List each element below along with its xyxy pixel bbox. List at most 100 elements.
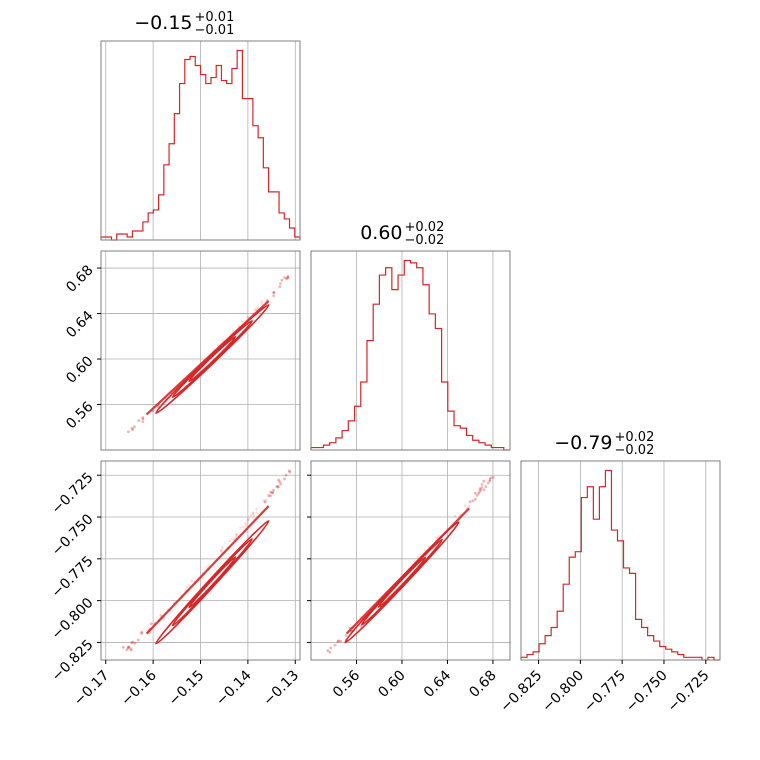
y-tick-label: −0.750 <box>49 511 97 559</box>
grid-2-1 <box>311 461 510 660</box>
sample-point <box>284 473 288 477</box>
sample-point <box>280 278 284 282</box>
sample-point <box>247 517 250 521</box>
sample-point <box>251 512 255 516</box>
grid-2-2 <box>538 461 707 660</box>
sample-point <box>276 485 280 489</box>
sample-point <box>272 294 276 298</box>
sample-point <box>270 491 274 495</box>
sample-point <box>242 525 245 529</box>
hist-bin-1-25 <box>466 435 472 450</box>
hist-bin-1-28 <box>485 445 491 450</box>
sample-point <box>287 469 291 473</box>
hist-bin-0-17 <box>190 56 195 240</box>
histogram-step-0 <box>100 49 301 241</box>
sample-point <box>255 507 258 511</box>
hist-bin-0-27 <box>242 99 247 240</box>
title-minus-1: −0.02 <box>405 233 445 248</box>
correlation-panel-2-0 <box>121 469 292 652</box>
contour-1 <box>171 538 253 627</box>
histogram-2 <box>520 469 720 661</box>
sample-point <box>277 478 280 482</box>
x-tick-label: −0.17 <box>71 668 113 710</box>
sample-point <box>338 639 342 643</box>
histogram-step-1 <box>310 259 510 451</box>
x-axis-2: −0.825−0.800−0.775−0.750−0.725 <box>497 660 713 716</box>
x-tick-label: 0.60 <box>375 668 408 701</box>
x-tick-label: −0.800 <box>539 668 587 716</box>
sample-point <box>416 555 420 559</box>
hist-bin-0-23 <box>221 81 226 240</box>
sample-point <box>278 480 282 484</box>
hist-bin-0-20 <box>206 84 211 240</box>
hist-bin-1-27 <box>479 443 485 450</box>
sample-point <box>221 545 224 549</box>
hist-bin-1-10 <box>373 304 379 450</box>
hist-bin-2-14 <box>605 470 611 660</box>
hist-bin-2-26 <box>678 655 684 660</box>
y-tick-label: 0.56 <box>63 399 96 432</box>
sample-point <box>272 488 275 492</box>
sample-point <box>482 488 486 492</box>
hist-bin-2-20 <box>642 628 648 660</box>
sample-point <box>272 291 276 294</box>
x-tick-label: −0.725 <box>665 668 713 716</box>
sample-point <box>479 488 483 492</box>
hist-bin-1-16 <box>411 263 417 450</box>
sample-point <box>279 282 282 285</box>
hist-bin-0-19 <box>201 75 206 240</box>
hist-bin-1-7 <box>355 406 361 450</box>
x-tick-label: −0.775 <box>581 668 629 716</box>
sample-point <box>285 277 288 281</box>
sample-point <box>491 476 495 479</box>
sample-point <box>255 511 259 515</box>
sample-point <box>468 500 472 504</box>
y-tick-label: −0.725 <box>49 470 97 518</box>
hist-bin-0-21 <box>211 78 216 240</box>
sample-point <box>234 533 238 536</box>
sample-point <box>159 613 163 617</box>
sample-point <box>375 607 379 611</box>
y-tick-label: 0.68 <box>63 262 96 295</box>
sample-point <box>205 566 208 570</box>
sample-point <box>264 498 268 502</box>
hist-bin-1-23 <box>454 426 460 450</box>
y-tick-label: −0.800 <box>49 595 97 643</box>
sample-point <box>283 276 286 280</box>
sample-point <box>141 417 145 421</box>
hist-bin-0-35 <box>284 219 289 240</box>
sample-point <box>133 425 136 429</box>
sample-point <box>473 491 477 495</box>
hist-bin-2-15 <box>611 530 617 660</box>
x-tick-label: −0.750 <box>623 668 671 716</box>
hist-bin-2-17 <box>624 568 630 660</box>
sample-point <box>131 428 135 431</box>
sample-point <box>235 533 239 537</box>
hist-bin-2-12 <box>593 519 599 660</box>
contour-2 <box>188 335 237 383</box>
hist-bin-0-3 <box>117 234 122 240</box>
sample-point <box>246 315 250 319</box>
hist-bin-1-5 <box>342 431 348 450</box>
hist-bin-1-2 <box>323 445 329 450</box>
hist-bin-0-6 <box>132 231 137 240</box>
sample-point <box>286 274 290 278</box>
sample-point <box>252 514 256 518</box>
sample-point <box>254 307 258 311</box>
hist-bin-1-14 <box>398 275 404 450</box>
sample-point <box>244 522 248 525</box>
hist-bin-0-13 <box>169 144 174 240</box>
sample-point <box>141 416 145 420</box>
hist-bin-0-15 <box>180 84 185 240</box>
sample-point <box>453 514 457 518</box>
sample-point <box>336 640 340 643</box>
hist-bin-2-23 <box>660 646 666 660</box>
hist-bin-2-18 <box>630 573 636 660</box>
sample-point <box>333 643 337 647</box>
hist-bin-1-3 <box>330 443 336 450</box>
sample-point <box>489 476 493 480</box>
hist-bin-0-7 <box>138 231 143 240</box>
sample-point <box>127 645 131 649</box>
y-axis-2: −0.825−0.800−0.775−0.750−0.725 <box>49 470 101 685</box>
density-core <box>145 300 270 416</box>
